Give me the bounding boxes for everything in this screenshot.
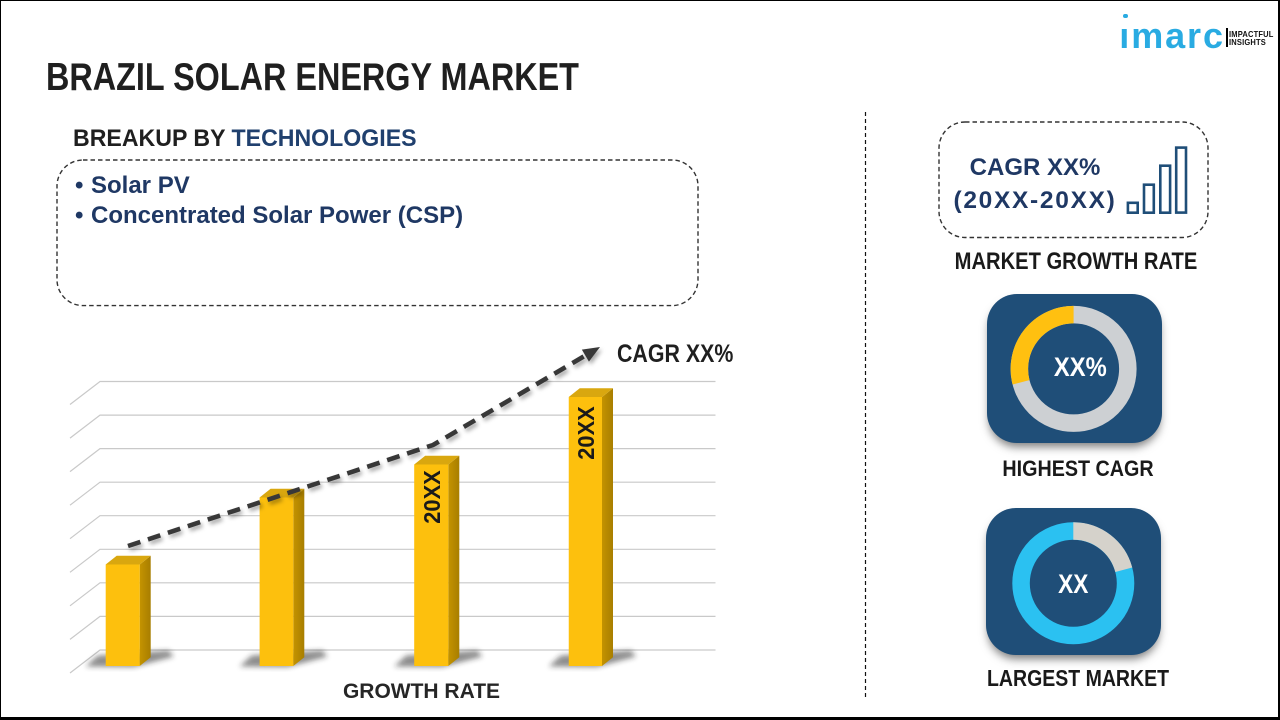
svg-text:CAGR XX%: CAGR XX%	[617, 339, 734, 367]
svg-text:XX: XX	[1058, 569, 1089, 599]
svg-text:GROWTH RATE: GROWTH RATE	[343, 680, 500, 703]
svg-text:20XX: 20XX	[420, 470, 446, 523]
svg-text:20XX: 20XX	[574, 406, 600, 459]
svg-text:XX%: XX%	[1054, 353, 1107, 383]
